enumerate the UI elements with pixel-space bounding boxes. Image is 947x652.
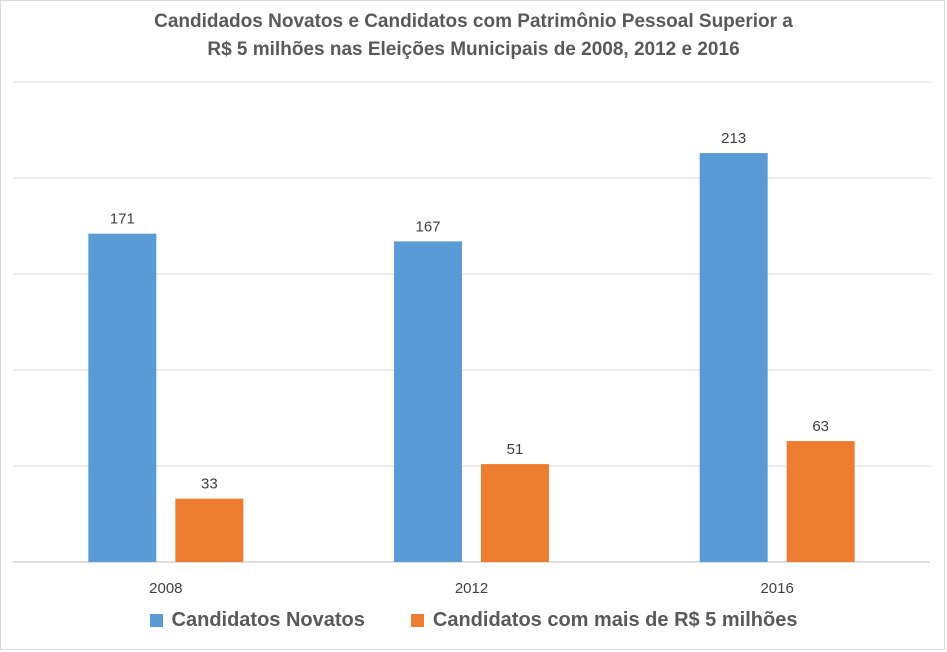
x-tick-label-2012: 2012 — [455, 580, 488, 597]
x-tick-label-2016: 2016 — [760, 580, 793, 597]
chart-title-line-1: Candidados Novatos e Candidatos com Patr… — [154, 11, 793, 32]
legend-label-novatos: Candidatos Novatos — [171, 609, 365, 631]
chart-title-line-2: R$ 5 milhões nas Eleições Municipais de … — [207, 39, 740, 60]
legend-item-novatos: Candidatos Novatos — [149, 609, 365, 632]
data-label-patrimonio-2016: 63 — [812, 418, 829, 435]
data-label-novatos-2008: 171 — [110, 211, 135, 228]
legend: Candidatos Novatos Candidatos com mais d… — [0, 609, 947, 632]
bar-novatos-2016 — [699, 153, 768, 563]
data-label-patrimonio-2012: 51 — [507, 441, 524, 458]
chart-title: Candidados Novatos e Candidatos com Patr… — [0, 8, 947, 64]
data-label-novatos-2012: 167 — [415, 218, 440, 235]
legend-label-patrimonio: Candidatos com mais de R$ 5 milhões — [432, 609, 798, 631]
bar-patrimonio-2008 — [175, 498, 244, 562]
bar-novatos-2008 — [88, 233, 157, 562]
legend-swatch-patrimonio — [410, 614, 424, 627]
data-label-novatos-2016: 213 — [721, 130, 746, 147]
legend-swatch-novatos — [149, 614, 163, 627]
legend-item-patrimonio: Candidatos com mais de R$ 5 milhões — [410, 609, 798, 632]
bar-patrimonio-2016 — [786, 441, 855, 562]
plot-area: 171 33 2008 167 51 2012 213 63 2016 — [13, 81, 930, 597]
bar-novatos-2012 — [394, 241, 462, 563]
x-tick-label-2008: 2008 — [149, 580, 182, 597]
data-label-patrimonio-2008: 33 — [201, 476, 218, 493]
bar-patrimonio-2012 — [481, 464, 549, 562]
